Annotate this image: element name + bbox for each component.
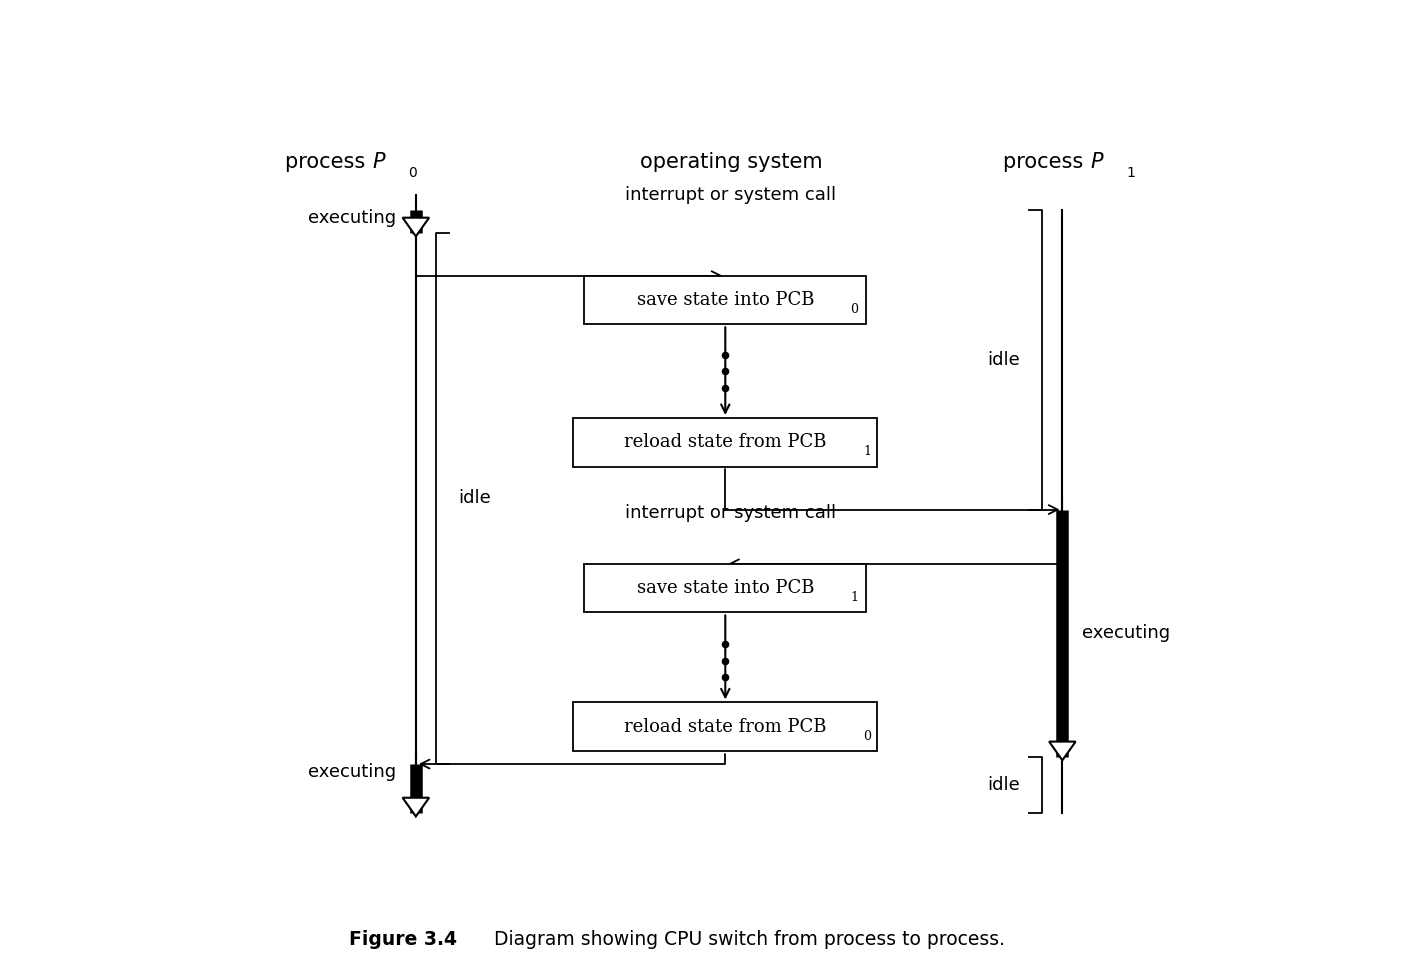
Text: executing: executing — [1082, 624, 1171, 642]
Polygon shape — [402, 798, 429, 816]
Text: $P$: $P$ — [372, 152, 386, 171]
Text: save state into PCB: save state into PCB — [636, 579, 814, 597]
Bar — [585, 564, 866, 612]
Text: idle: idle — [988, 776, 1021, 793]
Text: 1: 1 — [1127, 166, 1135, 180]
Text: 1: 1 — [863, 445, 871, 459]
Text: process: process — [1002, 152, 1089, 171]
Text: $P$: $P$ — [1089, 152, 1105, 171]
Text: operating system: operating system — [639, 152, 823, 171]
Text: 1: 1 — [850, 591, 858, 605]
Text: reload state from PCB: reload state from PCB — [625, 717, 827, 736]
Text: idle: idle — [988, 351, 1021, 369]
Text: save state into PCB: save state into PCB — [636, 291, 814, 309]
Text: reload state from PCB: reload state from PCB — [625, 434, 827, 451]
Bar — [585, 276, 866, 325]
Text: Figure 3.4: Figure 3.4 — [349, 930, 458, 950]
Text: idle: idle — [458, 489, 491, 507]
Text: 0: 0 — [408, 166, 416, 180]
Text: 0: 0 — [850, 303, 858, 316]
Text: 0: 0 — [863, 730, 871, 743]
Text: interrupt or system call: interrupt or system call — [625, 187, 837, 204]
Text: executing: executing — [308, 209, 396, 226]
Text: process: process — [285, 152, 372, 171]
Bar — [573, 703, 877, 751]
Polygon shape — [402, 218, 429, 236]
Text: Diagram showing CPU switch from process to process.: Diagram showing CPU switch from process … — [482, 930, 1005, 950]
Text: interrupt or system call: interrupt or system call — [625, 504, 837, 522]
Text: executing: executing — [308, 762, 396, 781]
Bar — [573, 418, 877, 467]
Polygon shape — [1050, 742, 1075, 760]
